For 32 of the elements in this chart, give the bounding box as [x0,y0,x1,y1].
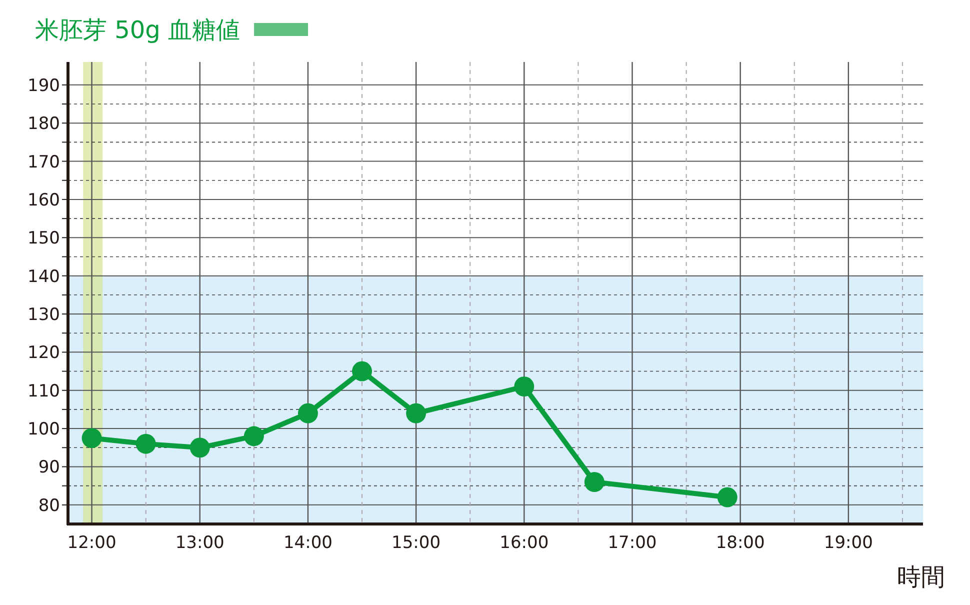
legend-label: 米胚芽 50g 血糖値 [35,16,240,44]
y-tick-label: 170 [28,152,60,172]
point [298,403,318,424]
point [584,472,604,492]
x-tick-label: 19:00 [824,533,873,553]
point [406,403,426,424]
point [82,428,102,448]
point [136,434,156,454]
point [244,426,264,446]
x-tick-label: 12:00 [67,533,116,553]
y-tick-label: 160 [28,190,60,210]
y-tick-label: 120 [28,343,60,364]
point [514,376,534,397]
y-tick-label: 80 [38,496,60,516]
x-tick-label: 18:00 [716,533,765,553]
y-tick-label: 180 [28,114,60,134]
x-tick-label: 15:00 [392,533,441,553]
x-tick-label: 17:00 [608,533,657,553]
x-tick-label: 13:00 [175,533,224,553]
point [717,487,738,508]
y-tick-label: 140 [28,266,60,287]
point [352,361,372,382]
y-tick-label: 130 [28,305,60,325]
y-tick-label: 90 [38,458,60,478]
x-axis-title: 時間 [897,563,945,591]
y-tick-label: 190 [28,76,60,96]
y-tick-label: 110 [28,381,60,402]
x-tick-label: 14:00 [283,533,332,553]
point [190,438,210,458]
x-tick-label: 16:00 [500,533,549,553]
y-tick-label: 100 [28,420,60,440]
y-tick-label: 150 [28,228,60,249]
